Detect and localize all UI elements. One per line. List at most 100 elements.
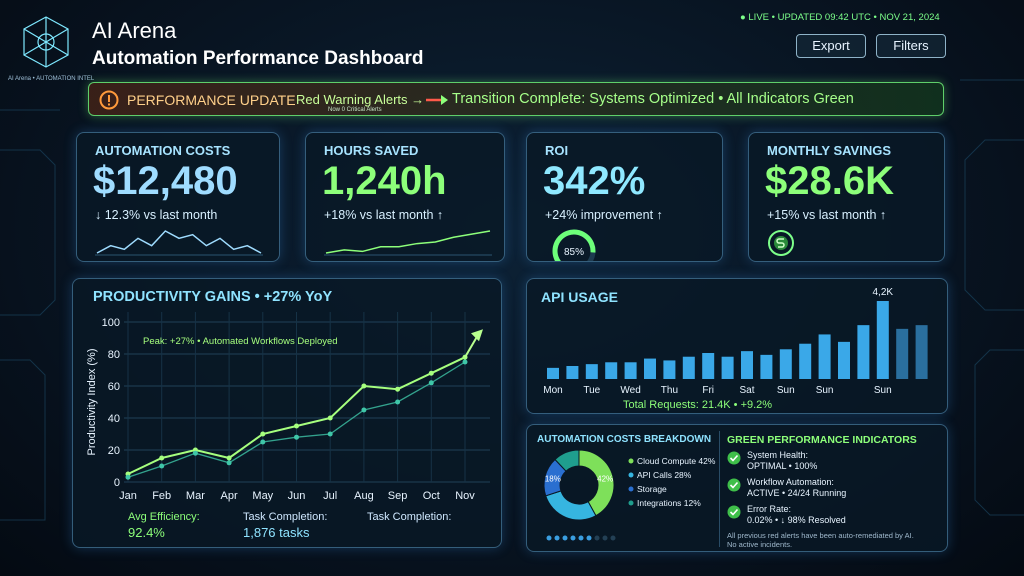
kpi-value: 342% [543, 159, 646, 203]
annotation: Peak: +27% • Automated Workflows Deploye… [143, 336, 338, 347]
api-chart: Mon Tue Wed Thu Fri Sat Sun Sun Sun 4,2K Total Req… [543, 287, 928, 411]
point [462, 359, 468, 365]
x-tick-label: Sun [816, 385, 834, 396]
filters-button[interactable]: Filters [876, 34, 946, 58]
productivity-panel: PRODUCTIVITY GAINS • +27% YoY 0 20 40 60 80 1… [72, 278, 502, 548]
sparkline [96, 230, 262, 254]
note-line: No active incidents. [727, 540, 793, 549]
sparkline [324, 230, 492, 256]
legend-dot [628, 472, 634, 478]
transition-arrow [426, 95, 448, 105]
x-tick-label: Feb [152, 490, 171, 502]
x-tick-label: Sep [388, 490, 408, 502]
point [192, 450, 198, 456]
point [294, 423, 299, 429]
x-tick-label: Fri [702, 385, 714, 396]
kpi-value: 1,240h [322, 159, 447, 203]
legend-label: Cloud Compute 42% [637, 456, 716, 466]
check-circle [727, 451, 741, 465]
kpi-title: AUTOMATION COSTS [95, 143, 231, 158]
alert-icon [99, 90, 119, 110]
check-circle [727, 478, 741, 492]
kpi-title: ROI [545, 143, 569, 158]
brand: AI Arena • AUTOMATION INTEL [8, 76, 95, 82]
bar [857, 325, 870, 379]
savings-icon [768, 230, 794, 256]
indicator-title: Workflow Automation: [747, 477, 834, 487]
legend-dot [628, 458, 634, 464]
kpi-card: AUTOMATION COSTS $12,480 ↓ 12.3% vs last… [76, 132, 280, 262]
app-title: AI Arena [92, 18, 177, 43]
progress-dot [586, 535, 592, 541]
kpi-change: +15% vs last month ↑ [767, 208, 887, 222]
x-tick-label: Mar [186, 490, 205, 502]
legend-dot [628, 486, 634, 492]
point [327, 431, 333, 437]
indicator-detail: 0.02% • ↓ 98% Resolved [747, 515, 846, 525]
x-tick-label: Thu [661, 385, 678, 396]
app-subtitle: Automation Performance Dashboard [92, 48, 424, 69]
x-tick-label: Jan [119, 490, 137, 502]
y-tick-label: 80 [108, 349, 120, 361]
x-tick-label: Tue [583, 385, 600, 396]
check-icon [727, 505, 741, 519]
status-text: LIVE • UPDATED 09:42 UTC • NOV 21, 2024 [748, 12, 940, 23]
bar [682, 356, 695, 379]
kpi-value: $12,480 [93, 159, 238, 203]
y-tick-label: 100 [102, 317, 120, 329]
logo [23, 16, 69, 68]
sparkline [325, 230, 491, 254]
bar [896, 328, 909, 379]
banner: PERFORMANCE UPDATE Red Warning Alerts → … [88, 82, 944, 116]
panel-title: PRODUCTIVITY GAINS • +27% YoY [93, 289, 333, 305]
bar [741, 351, 753, 379]
slice-label: 18% [545, 474, 561, 483]
breakdown-chart: 42% Cloud Compute 42% API Calls 28% 18% Stor… [543, 449, 716, 541]
stat-label: Avg Efficiency: [128, 511, 200, 523]
y-tick-label: 0 [114, 477, 120, 489]
progress-dot [554, 535, 560, 541]
stat-label: Task Completion: [243, 511, 328, 523]
bar [566, 366, 579, 379]
status: ● LIVE • UPDATED 09:42 UTC • NOV 21, 202… [740, 12, 940, 23]
y-tick-label: 20 [108, 445, 120, 457]
kpi-change: +18% vs last month ↑ [324, 208, 444, 222]
bar [818, 334, 831, 379]
banner-old: Red Warning Alerts → [296, 92, 425, 107]
point [395, 386, 401, 392]
bar [838, 341, 850, 379]
note-line: All previous red alerts have been auto-r… [727, 531, 914, 540]
indicator-title: System Health: [747, 450, 809, 460]
bar [721, 356, 734, 379]
x-tick-label: Mon [543, 385, 562, 396]
donut-slice [554, 449, 580, 472]
panel-title: GREEN PERFORMANCE INDICATORS [727, 434, 917, 446]
legend-label: Storage [637, 484, 667, 494]
bar [915, 325, 928, 379]
point [260, 439, 266, 445]
kpi-card: MONTHLY SAVINGS $28.6K +15% vs last mont… [748, 132, 945, 262]
gauge-arc [552, 229, 596, 261]
check-mark [729, 481, 739, 489]
progress-dot [578, 535, 584, 541]
api-panel: API USAGE Mon Tue Wed Thu Fri Sat Sun Sun Sun 4,2… [526, 278, 948, 414]
point [361, 383, 367, 389]
bar [585, 364, 598, 379]
bar [779, 349, 792, 379]
progress-dot [562, 535, 568, 541]
bar [702, 353, 715, 379]
divider [719, 431, 720, 547]
x-tick-label: Nov [455, 490, 475, 502]
progress-dot [594, 535, 600, 541]
x-tick-label: Sun [874, 385, 892, 396]
x-tick-label: Oct [423, 490, 440, 502]
export-button[interactable]: Export [796, 34, 866, 58]
bar [876, 301, 889, 379]
stat-label: Task Completion: [367, 511, 452, 523]
x-tick-label: Sun [777, 385, 795, 396]
check-mark [729, 508, 739, 516]
donut-slice [578, 449, 615, 517]
kpi-value: $28.6K [765, 159, 894, 203]
indicator-detail: ACTIVE • 24/24 Running [747, 488, 847, 498]
